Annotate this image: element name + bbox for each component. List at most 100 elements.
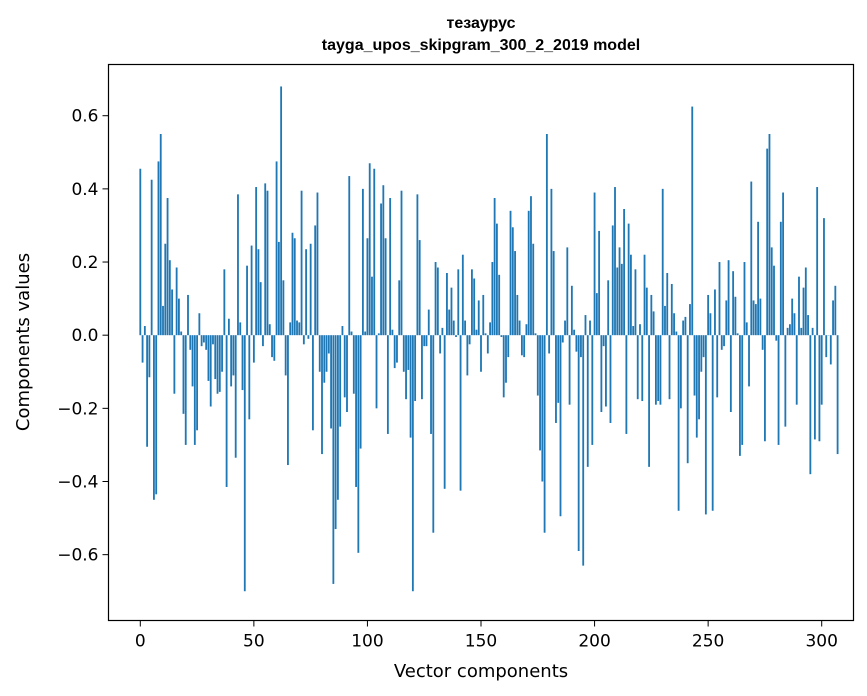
bar-214 [625, 335, 628, 434]
bar-8 [157, 161, 160, 336]
bar-5 [150, 179, 153, 336]
bar-64 [284, 335, 287, 376]
y-tick-label-6: 0.6 [71, 107, 98, 127]
bar-281 [777, 335, 780, 445]
bar-237 [677, 335, 680, 511]
bar-117 [405, 335, 407, 400]
bar-17 [178, 298, 180, 336]
bar-225 [650, 294, 653, 336]
bar-232 [666, 273, 669, 336]
y-tick-label-2: −0.2 [57, 399, 98, 419]
bar-89 [341, 326, 344, 336]
bar-22 [189, 335, 192, 350]
bar-145 [468, 335, 471, 345]
bar-69 [296, 320, 298, 336]
bar-79 [318, 335, 321, 372]
x-tick-label-100: 100 [351, 632, 383, 652]
bar-219 [636, 335, 639, 400]
bar-44 [239, 322, 242, 336]
bar-115 [400, 190, 403, 336]
bar-161 [505, 335, 507, 383]
bar-234 [670, 283, 673, 336]
bar-186 [561, 335, 564, 343]
bar-255 [718, 262, 721, 336]
bar-230 [661, 188, 664, 336]
bar-168 [520, 335, 523, 356]
y-tick-label-0: −0.6 [57, 546, 98, 566]
bar-207 [609, 335, 612, 423]
bar-216 [630, 254, 632, 336]
bar-176 [539, 335, 541, 451]
bar-192 [575, 335, 578, 352]
bar-47 [246, 265, 248, 336]
bar-295 [809, 335, 812, 475]
bar-272 [757, 221, 760, 336]
bar-53 [259, 282, 262, 336]
bar-236 [675, 331, 678, 336]
bar-149 [477, 300, 480, 336]
bar-260 [729, 335, 732, 412]
bar-275 [764, 335, 766, 442]
bar-108 [384, 238, 387, 336]
bar-228 [657, 335, 660, 402]
bar-282 [779, 221, 782, 336]
bar-226 [652, 311, 655, 336]
bar-74 [307, 335, 310, 339]
bar-199 [591, 335, 594, 445]
bar-279 [773, 265, 775, 336]
bar-302 [825, 335, 828, 358]
bar-167 [518, 320, 521, 336]
bar-210 [616, 267, 619, 336]
bar-153 [486, 335, 489, 354]
bar-201 [595, 293, 598, 336]
bar-31 [209, 335, 212, 407]
bar-62 [280, 86, 283, 336]
bar-46 [243, 335, 246, 592]
bar-241 [686, 335, 689, 464]
bar-173 [532, 243, 535, 336]
bar-148 [475, 329, 478, 336]
bar-253 [714, 289, 716, 336]
bar-166 [516, 294, 519, 336]
bar-182 [552, 251, 555, 336]
bar-2 [143, 326, 146, 336]
bar-28 [202, 335, 205, 343]
bar-246 [698, 335, 700, 420]
bar-105 [377, 333, 380, 336]
bar-35 [218, 335, 221, 392]
bar-233 [668, 335, 671, 400]
bar-30 [207, 335, 210, 381]
bar-84 [330, 335, 332, 429]
bar-29 [205, 335, 208, 350]
bar-273 [759, 298, 762, 336]
bar-179 [545, 134, 548, 336]
bar-116 [402, 335, 405, 372]
bar-61 [277, 241, 280, 336]
bar-289 [795, 335, 798, 405]
bar-155 [491, 262, 494, 336]
bar-271 [754, 304, 757, 336]
bar-38 [225, 335, 228, 487]
bar-33 [214, 335, 217, 380]
bar-7 [155, 335, 158, 495]
bar-188 [566, 247, 569, 336]
bar-242 [689, 304, 691, 336]
bar-94 [352, 335, 355, 394]
bar-217 [632, 326, 635, 336]
bar-55 [264, 183, 267, 336]
bar-291 [800, 327, 803, 336]
bar-125 [423, 335, 426, 347]
bar-113 [396, 335, 398, 363]
bar-283 [782, 192, 784, 336]
bar-274 [761, 335, 764, 350]
bar-21 [187, 294, 189, 336]
bar-202 [598, 230, 601, 336]
bars-group [139, 86, 839, 592]
bar-110 [389, 198, 392, 336]
bar-195 [582, 335, 585, 566]
bar-24 [193, 335, 196, 445]
bar-245 [695, 335, 698, 438]
bar-73 [305, 249, 308, 336]
bar-103 [373, 168, 376, 336]
bar-97 [359, 335, 362, 449]
